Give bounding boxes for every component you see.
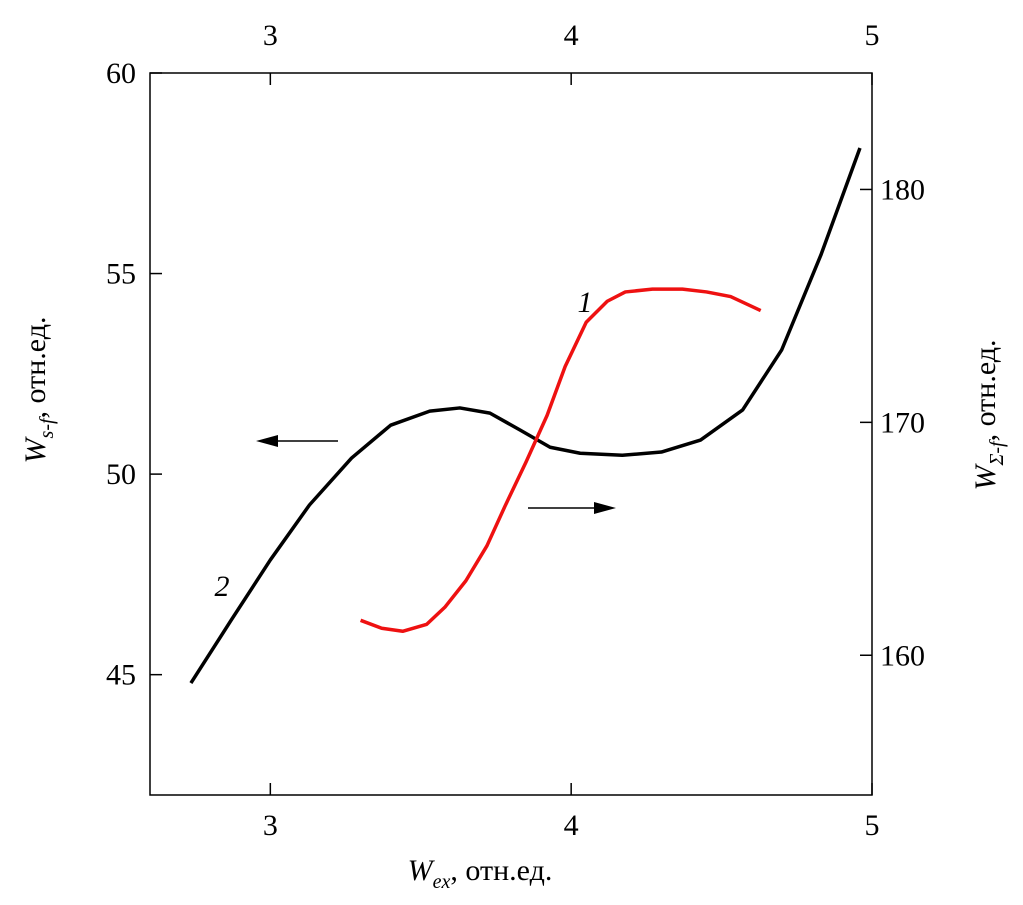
y-tick-label: 55 <box>106 258 136 291</box>
label-sub: ex <box>433 871 451 893</box>
y-tick-label: 50 <box>106 458 136 491</box>
label-rest: , отн.ед. <box>450 854 552 887</box>
label-main: W <box>408 854 436 887</box>
y-tick-label: 60 <box>106 57 136 90</box>
x-top-tick-label: 3 <box>263 19 278 52</box>
series-line <box>359 287 762 634</box>
label-rest: , отн.ед. <box>969 339 1002 441</box>
arrow-right <box>528 502 616 514</box>
series-line <box>189 147 862 685</box>
y2-tick-label: 180 <box>880 173 925 206</box>
x-tick-label: 5 <box>865 809 880 842</box>
x-tick-label: 4 <box>564 809 579 842</box>
x-top-tick-label: 5 <box>865 19 880 52</box>
label-sub: s-f <box>36 416 58 438</box>
label-sub: Σ-f <box>986 439 1008 467</box>
y-axis-label: Ws-f, отн.ед. <box>19 317 58 464</box>
plot-frame <box>149 72 873 796</box>
y2-tick-label: 160 <box>880 639 925 672</box>
x-tick-label: 3 <box>263 809 278 842</box>
curve-label: 1 <box>578 286 593 319</box>
label-rest: , отн.ед. <box>19 317 52 419</box>
y2-axis-label: WΣ-f, отн.ед. <box>969 339 1008 490</box>
label-main: W <box>19 435 52 463</box>
y2-tick-label: 170 <box>880 406 925 439</box>
arrow-left <box>256 435 338 447</box>
x-top-tick-label: 4 <box>564 19 579 52</box>
curve-label: 2 <box>215 570 230 603</box>
y-tick-label: 45 <box>106 659 136 692</box>
x-axis-label: Wex, отн.ед. <box>408 854 553 893</box>
label-main: W <box>969 463 1002 491</box>
